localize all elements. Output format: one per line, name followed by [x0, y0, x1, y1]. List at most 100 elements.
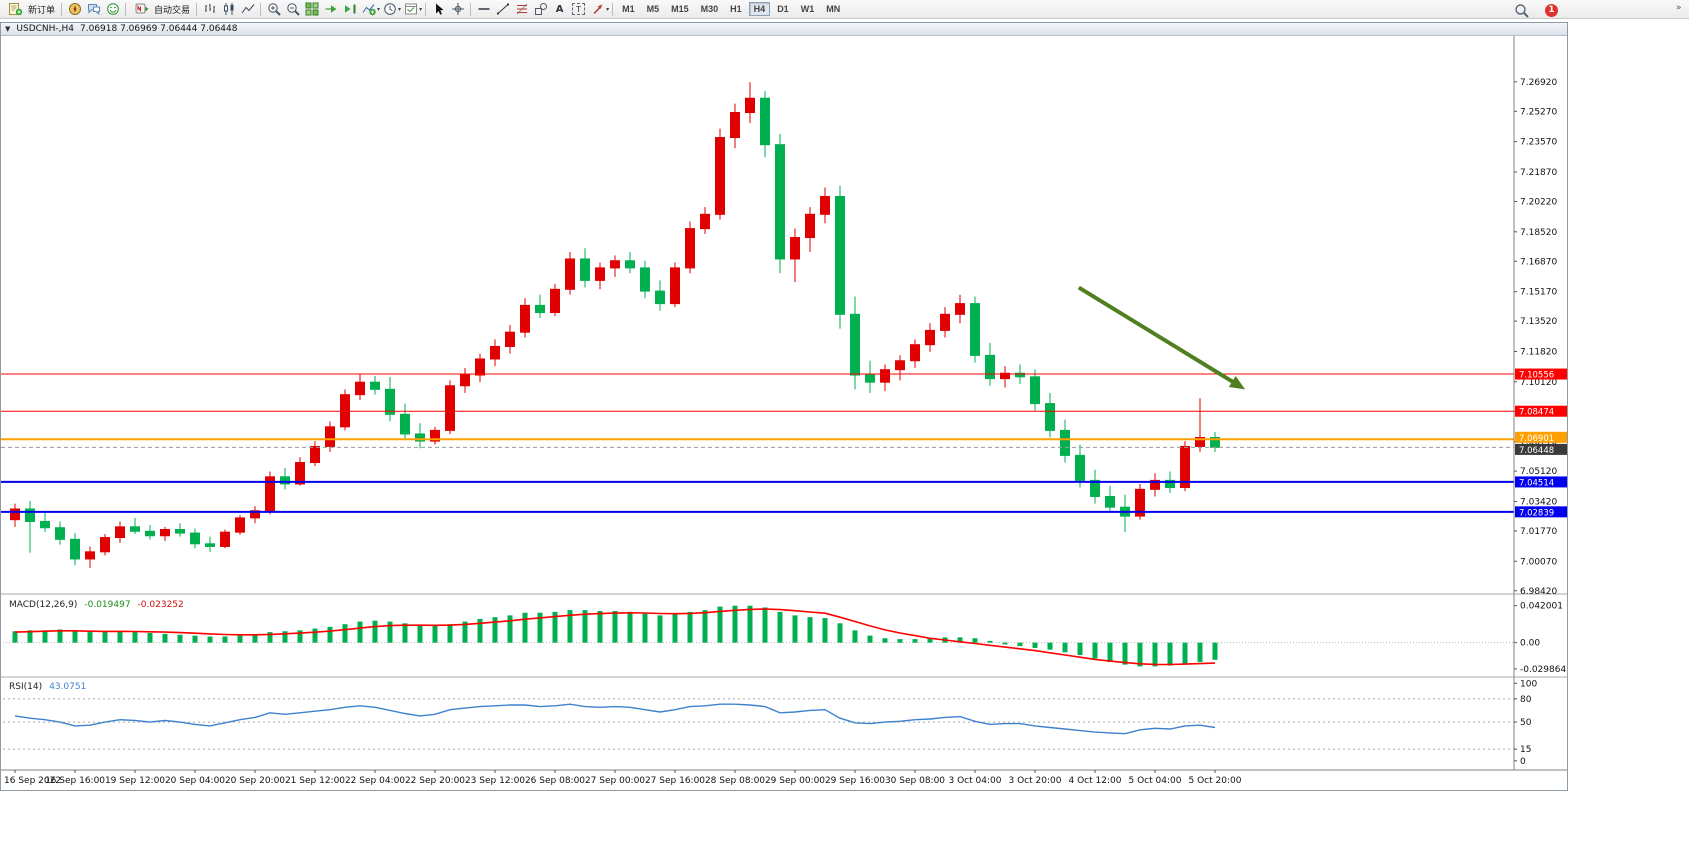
macd-histogram-bar — [12, 631, 18, 643]
candle-body — [205, 543, 215, 547]
macd-histogram-bar — [282, 631, 288, 643]
candle-body — [295, 462, 305, 485]
timeframe-d1[interactable]: D1 — [772, 2, 794, 16]
macd-histogram-bar — [987, 640, 993, 643]
toolbar-separator — [425, 2, 427, 16]
candle-body — [430, 429, 440, 442]
candle-body — [535, 304, 545, 314]
candle-body — [820, 195, 830, 215]
template-dropdown-icon[interactable]: ▾ — [419, 5, 423, 13]
trend-arrow-head[interactable] — [1228, 375, 1246, 390]
fibonacci-tool-icon[interactable] — [512, 1, 531, 17]
candle-body — [1015, 372, 1025, 378]
crosshair-icon[interactable] — [448, 1, 467, 17]
trend-arrow[interactable] — [1077, 285, 1238, 386]
zoom-out-icon[interactable] — [283, 1, 302, 17]
price-axis-label: 7.25270 — [1520, 107, 1557, 117]
tile-windows-icon[interactable] — [302, 1, 321, 17]
candlestick-chart-icon[interactable] — [219, 1, 238, 17]
price-tag-label: 7.04514 — [1519, 478, 1554, 488]
candle-body — [160, 529, 170, 537]
chart-canvas[interactable]: 7.26920 7.25270 7.23570 7.21870 7.20220 7.185… — [1, 36, 1567, 790]
chart-titlebar[interactable]: ▼ USDCNH-,H4 7.06918 7.06969 7.06444 7.0… — [1, 23, 1567, 36]
macd-histogram-bar — [582, 610, 588, 643]
search-icon[interactable] — [1512, 2, 1531, 18]
macd-histogram-bar — [717, 606, 723, 643]
rsi-title: RSI(14) — [9, 682, 43, 692]
candle-body — [805, 213, 815, 239]
chat-icon[interactable] — [84, 1, 103, 17]
toolbar: 新订单 自动交易 ▾ ▾ ▾ A T ▾ M1 M5 M15 M30 H1 H4… — [0, 0, 1689, 19]
shapes-tool-icon[interactable] — [531, 1, 550, 17]
candle-body — [235, 517, 245, 533]
indicators-icon[interactable] — [359, 1, 378, 17]
trendline-tool-icon[interactable] — [493, 1, 512, 17]
macd-histogram-bar — [687, 611, 693, 643]
candle-body — [925, 329, 935, 346]
toolbar-separator — [260, 2, 262, 16]
timeframe-w1[interactable]: W1 — [796, 2, 820, 16]
macd-histogram-bar — [477, 618, 483, 643]
candle-body — [55, 527, 65, 540]
line-chart-icon[interactable] — [238, 1, 257, 17]
compass-icon[interactable] — [65, 1, 84, 17]
indicators-dropdown-icon[interactable]: ▾ — [377, 5, 381, 13]
bar-chart-icon[interactable] — [200, 1, 219, 17]
zoom-in-icon[interactable] — [264, 1, 283, 17]
cursor-icon[interactable] — [429, 1, 448, 17]
timeframe-h4[interactable]: H4 — [748, 2, 771, 16]
text-tool-icon[interactable]: A — [555, 3, 564, 15]
periods-clock-icon[interactable] — [380, 1, 399, 17]
window-menu-icon[interactable]: ▼ — [5, 25, 11, 33]
candle-body — [760, 97, 770, 146]
candle-body — [145, 530, 155, 537]
candle-body — [1135, 488, 1145, 517]
horizontal-line-tool-icon[interactable] — [474, 1, 493, 17]
candle-body — [370, 381, 380, 390]
time-axis-label: 27 Sep 00:00 — [585, 776, 645, 786]
template-icon[interactable] — [401, 1, 420, 17]
candle-body — [1090, 479, 1100, 497]
timeframe-m1[interactable]: M1 — [617, 2, 640, 16]
timeframe-m30[interactable]: M30 — [696, 2, 724, 16]
macd-histogram-bar — [1047, 642, 1053, 650]
new-order-button[interactable]: 新订单 — [3, 1, 58, 18]
label-tool-icon[interactable]: T — [569, 1, 588, 17]
notifications-badge[interactable]: 1 — [1545, 3, 1558, 17]
rsi-axis-label: 0 — [1520, 757, 1526, 767]
arrows-tool-icon[interactable] — [588, 1, 607, 17]
timeframe-h1[interactable]: H1 — [725, 2, 747, 16]
candle-body — [580, 258, 590, 281]
toolbar-overflow-button[interactable]: » — [1676, 3, 1682, 13]
price-axis-label: 7.03420 — [1520, 497, 1557, 507]
support-icon[interactable] — [103, 1, 122, 17]
macd-header: MACD(12,26,9) -0.019497 -0.023252 — [9, 600, 184, 610]
toolbar-separator — [470, 2, 472, 16]
timeframe-m15[interactable]: M15 — [666, 2, 694, 16]
macd-histogram-bar — [957, 637, 963, 643]
time-axis-label: 26 Sep 08:00 — [525, 776, 585, 786]
periods-dropdown-icon[interactable]: ▾ — [398, 5, 402, 13]
macd-histogram-bar — [357, 621, 363, 643]
candle-body — [1000, 372, 1010, 380]
price-axis-label: 7.21870 — [1520, 168, 1557, 178]
macd-histogram-bar — [87, 632, 93, 643]
macd-histogram-bar — [132, 632, 138, 643]
macd-histogram-bar — [537, 612, 543, 643]
candle-body — [1060, 429, 1070, 456]
macd-histogram-bar — [102, 632, 108, 643]
candle-body — [550, 288, 560, 314]
macd-histogram-bar — [372, 620, 378, 643]
arrows-dropdown-icon[interactable]: ▾ — [606, 5, 610, 13]
auto-trading-button[interactable]: 自动交易 — [129, 1, 193, 18]
macd-histogram-bar — [612, 610, 618, 643]
price-axis-label: 7.23570 — [1520, 138, 1557, 148]
rsi-axis-label: 80 — [1520, 695, 1532, 705]
macd-signal-value: -0.023252 — [137, 600, 184, 610]
time-axis-label: 22 Sep 04:00 — [345, 776, 405, 786]
auto-scroll-icon[interactable] — [321, 1, 340, 17]
timeframe-mn[interactable]: MN — [821, 2, 845, 16]
chart-shift-icon[interactable] — [340, 1, 359, 17]
macd-histogram-bar — [1167, 642, 1173, 666]
timeframe-m5[interactable]: M5 — [642, 2, 665, 16]
